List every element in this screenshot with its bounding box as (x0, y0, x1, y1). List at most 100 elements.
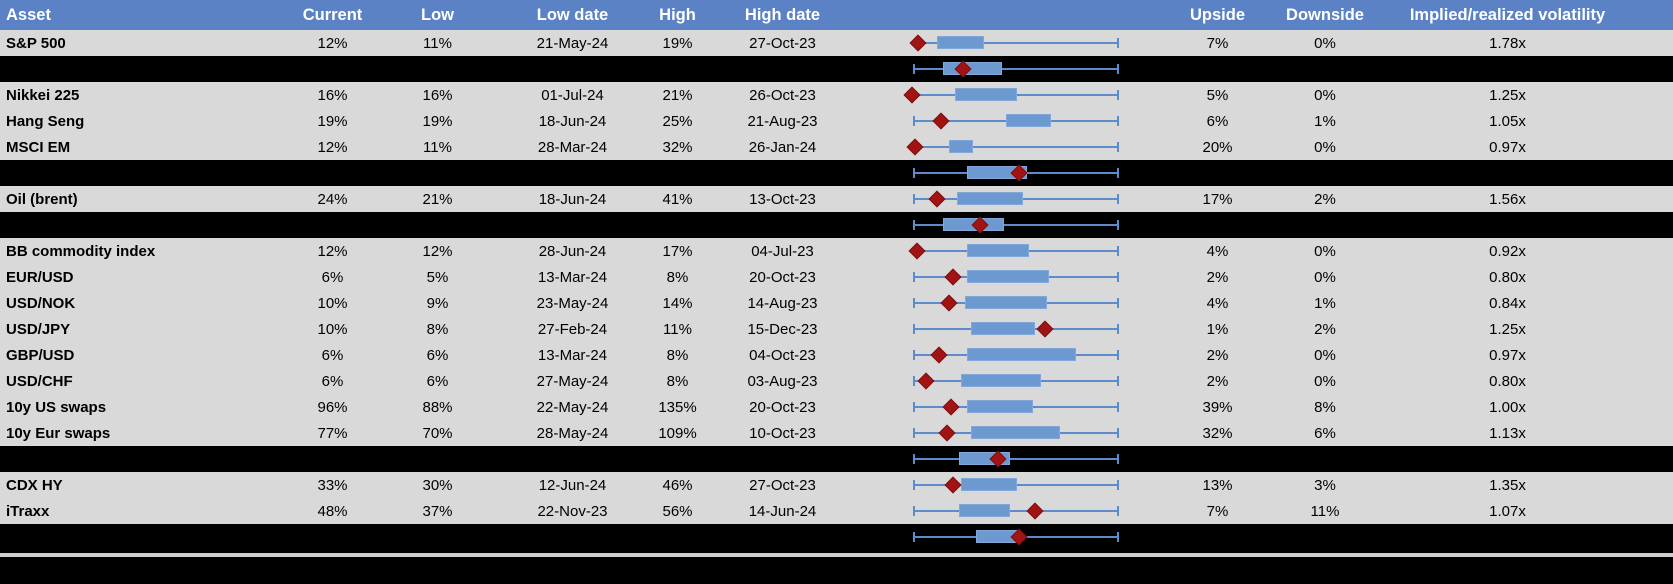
boxplot-whisker-line (916, 42, 1117, 44)
boxplot-iqr-box (948, 140, 974, 153)
table-row (0, 160, 1673, 186)
high-value: 8% (666, 372, 689, 390)
volatility-ratio: 1.05x (1489, 112, 1526, 130)
range-chart-cell (855, 498, 1175, 524)
high-date: 14-Aug-23 (747, 294, 818, 312)
low-date: 22-May-24 (536, 398, 609, 416)
downside-value: 2% (1314, 190, 1336, 208)
boxplot-whisker-cap-left (913, 454, 916, 464)
table-header-row: Asset Current Low Low date High High dat… (0, 0, 1673, 30)
range-chart-cell (855, 316, 1175, 342)
downside-value: 3% (1314, 476, 1336, 494)
range-chart-cell (855, 420, 1175, 446)
boxplot-current-marker-diamond-icon (903, 86, 921, 104)
header-asset: Asset (6, 5, 51, 24)
boxplot-iqr-box (965, 296, 1048, 309)
low-date: 12-Jun-24 (538, 476, 607, 494)
current-value: 96% (317, 398, 348, 416)
header-upside: Upside (1189, 5, 1245, 24)
boxplot-whisker-cap-left (913, 532, 916, 542)
boxplot (912, 524, 1119, 550)
boxplot-whisker-cap-left (913, 194, 916, 204)
table-row: EUR/USD 6% 5% 13-Mar-24 8% 20-Oct-23 2% … (0, 264, 1673, 290)
volatility-ratio: 0.80x (1489, 268, 1526, 286)
current-value: 12% (317, 138, 348, 156)
boxplot (908, 238, 1119, 264)
high-value: 135% (658, 398, 697, 416)
high-value: 41% (662, 190, 693, 208)
low-value: 6% (426, 372, 449, 390)
downside-value: 0% (1314, 34, 1336, 52)
low-date: 28-Mar-24 (537, 138, 608, 156)
volatility-ratio: 1.35x (1489, 476, 1526, 494)
high-value: 21% (662, 86, 693, 104)
upside-value: 2% (1206, 372, 1229, 390)
low-value: 16% (422, 86, 453, 104)
boxplot-iqr-box (959, 504, 1011, 517)
boxplot (909, 30, 1119, 56)
low-date: 13-Mar-24 (537, 268, 608, 286)
boxplot-whisker-cap-right (1117, 454, 1119, 464)
boxplot-whisker-cap-right (1117, 402, 1119, 412)
high-value: 25% (662, 112, 693, 130)
boxplot (912, 368, 1119, 394)
boxplot-iqr-box (967, 244, 1029, 257)
boxplot-whisker-cap-left (913, 168, 916, 178)
header-implied-realized-volatility: Implied/realized volatility (1409, 5, 1606, 24)
range-chart-cell (855, 368, 1175, 394)
volatility-ratio: 1.07x (1489, 502, 1526, 520)
current-value: 33% (317, 476, 348, 494)
boxplot-iqr-box (955, 88, 1017, 101)
boxplot-whisker-cap-left (913, 428, 916, 438)
low-value: 21% (422, 190, 453, 208)
boxplot-current-marker-diamond-icon (1026, 502, 1044, 520)
boxplot (912, 472, 1119, 498)
high-date: 04-Oct-23 (749, 346, 816, 364)
header-high-date: High date (744, 5, 821, 24)
boxplot-current-marker-diamond-icon (938, 424, 956, 442)
boxplot-current-marker-diamond-icon (909, 34, 927, 52)
boxplot (912, 394, 1119, 420)
range-chart-cell (855, 134, 1175, 160)
high-value: 19% (662, 34, 693, 52)
boxplot-whisker-cap-right (1117, 506, 1119, 516)
asset-name: Nikkei 225 (6, 86, 80, 104)
asset-name: 10y US swaps (6, 398, 107, 416)
low-value: 70% (422, 424, 453, 442)
boxplot-whisker-cap-right (1117, 90, 1119, 100)
high-value: 8% (666, 346, 689, 364)
boxplot-whisker-cap-right (1117, 428, 1119, 438)
high-value: 11% (663, 320, 692, 338)
boxplot-iqr-box (961, 374, 1042, 387)
table-body: S&P 500 12% 11% 21-May-24 19% 27-Oct-23 … (0, 30, 1673, 550)
range-chart-cell (855, 238, 1175, 264)
boxplot-iqr-box (957, 192, 1023, 205)
boxplot-whisker-line (913, 68, 1117, 70)
upside-value: 5% (1206, 86, 1229, 104)
boxplot-whisker-cap-left (913, 220, 916, 230)
range-chart-cell (855, 446, 1175, 472)
upside-value: 17% (1202, 190, 1233, 208)
range-chart-cell (855, 342, 1175, 368)
volatility-ratio: 0.92x (1489, 242, 1526, 260)
downside-value: 6% (1314, 424, 1336, 442)
current-value: 77% (317, 424, 348, 442)
boxplot-current-marker-diamond-icon (1036, 320, 1054, 338)
high-date: 20-Oct-23 (749, 398, 816, 416)
upside-value: 2% (1206, 268, 1229, 286)
boxplot-whisker-cap-right (1117, 220, 1119, 230)
current-value: 48% (317, 502, 348, 520)
boxplot (906, 134, 1119, 160)
high-date: 15-Dec-23 (747, 320, 818, 338)
table-row: Hang Seng 19% 19% 18-Jun-24 25% 21-Aug-2… (0, 108, 1673, 134)
upside-value: 32% (1202, 424, 1233, 442)
high-value: 14% (662, 294, 693, 312)
upside-value: 20% (1202, 138, 1233, 156)
low-value: 6% (426, 346, 449, 364)
high-value: 46% (662, 476, 693, 494)
boxplot (912, 498, 1119, 524)
current-value: 16% (317, 86, 348, 104)
low-date: 22-Nov-23 (537, 502, 608, 520)
asset-name: iTraxx (6, 502, 50, 520)
boxplot-whisker-cap-left (913, 64, 916, 74)
